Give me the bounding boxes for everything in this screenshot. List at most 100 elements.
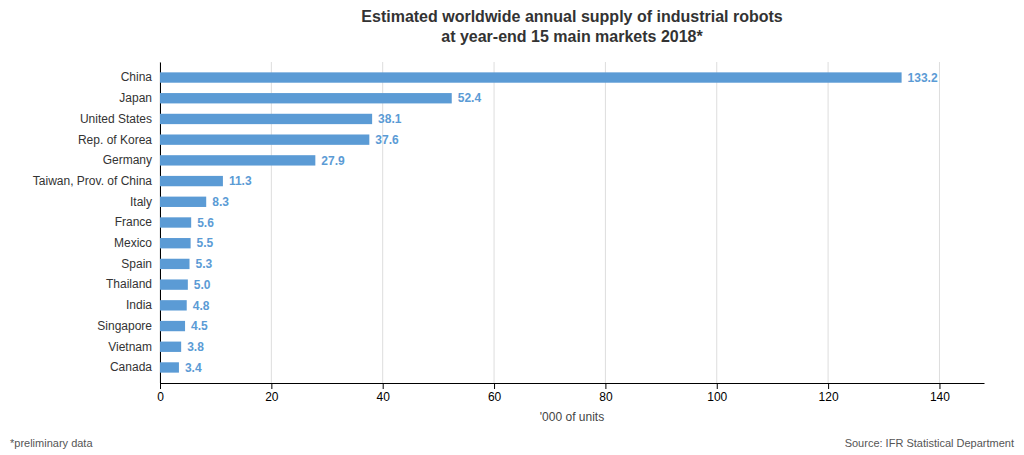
y-tick: Italy (130, 195, 160, 209)
y-tick: China (121, 70, 160, 84)
subtitle: at year-end 15 main markets 2018* (441, 28, 703, 45)
x-tick-mark (160, 383, 161, 389)
y-tick-label: Canada (110, 360, 152, 374)
data-label: 5.0 (194, 278, 211, 292)
grid-line (939, 62, 940, 383)
y-tick: United States (80, 112, 160, 126)
grid-line (605, 62, 606, 383)
data-label: 37.6 (375, 133, 399, 147)
data-label: 27.9 (321, 154, 345, 168)
data-label: 133.2 (908, 71, 938, 85)
x-tick-mark (605, 383, 606, 389)
y-tick: France (115, 215, 160, 229)
data-label: 5.5 (197, 236, 214, 250)
x-tick: 60 (488, 383, 502, 404)
bars-inner (160, 72, 902, 372)
x-tick-mark (383, 383, 384, 389)
y-tick-label: Vietnam (108, 340, 152, 354)
y-tick: Canada (110, 360, 160, 374)
y-tick: Mexico (114, 236, 160, 250)
x-tick-label: 100 (707, 390, 727, 404)
y-tick-label: France (115, 215, 153, 229)
y-tick: Vietnam (108, 340, 160, 354)
y-tick-label: China (121, 70, 153, 84)
bar (160, 259, 190, 269)
y-tick: Spain (121, 257, 160, 271)
grid-line (494, 62, 495, 383)
x-tick: 80 (599, 383, 613, 404)
x-tick-label: 20 (265, 390, 279, 404)
bar (160, 114, 372, 124)
y-tick-label: United States (80, 112, 152, 126)
data-label: 11.3 (229, 174, 252, 188)
data-label: 38.1 (378, 112, 402, 126)
bar (160, 72, 902, 82)
bar (160, 217, 191, 227)
data-label: 52.4 (458, 91, 482, 105)
x-tick-label: 60 (488, 390, 502, 404)
grid-line (382, 62, 383, 383)
y-tick: India (126, 298, 160, 312)
x-tick-mark (271, 383, 272, 389)
y-axis: China Japan United States Rep. of Korea Germ… (33, 63, 161, 384)
bar (160, 134, 369, 144)
x-tick-mark (939, 383, 940, 389)
data-label: 3.8 (187, 340, 204, 354)
plot: 133.2 52.4 38.1 37.6 27.9 11.38.3 5.6 5.5 5.3 5.0… (33, 62, 985, 404)
x-tick-label: 140 (930, 390, 950, 404)
title: Estimated worldwide annual supply of ind… (361, 8, 782, 25)
data-label: 4.8 (193, 299, 210, 313)
data-label: 5.3 (196, 257, 213, 271)
bar (160, 342, 181, 352)
y-tick-label: Spain (121, 257, 152, 271)
y-tick: Singapore (97, 319, 160, 333)
bar (160, 155, 315, 165)
x-tick: 140 (930, 383, 950, 404)
x-axis: 0 20 40 60 80 100 120 140 (157, 383, 984, 404)
x-tick: 20 (265, 383, 279, 404)
y-tick: Japan (119, 91, 160, 105)
bar (160, 197, 206, 207)
footnote: *preliminary data (10, 437, 93, 449)
x-tick: 120 (819, 383, 839, 404)
y-tick: Taiwan, Prov. of China (33, 174, 160, 188)
bar (160, 362, 179, 372)
bar (160, 238, 191, 248)
y-tick-label: Singapore (97, 319, 152, 333)
bar (160, 300, 187, 310)
x-tick-mark (828, 383, 829, 389)
bar (160, 279, 188, 289)
data-label: 4.5 (191, 319, 208, 333)
x-tick-label: 80 (599, 390, 613, 404)
bar (160, 93, 452, 103)
grid-line (828, 62, 829, 383)
x-tick: 0 (157, 383, 164, 404)
x-tick: 100 (707, 383, 727, 404)
x-tick-mark (494, 383, 495, 389)
x-tick-label: 120 (819, 390, 839, 404)
y-tick: Germany (103, 153, 160, 167)
grid-line (271, 62, 272, 383)
x-tick-label: 40 (377, 390, 391, 404)
x-tick-mark (717, 383, 718, 389)
data-label: 3.4 (185, 361, 202, 375)
x-tick: 40 (377, 383, 391, 404)
bar (160, 321, 185, 331)
bar (160, 176, 223, 186)
x-label: '000 of units (540, 410, 604, 424)
y-tick-label: Italy (130, 195, 152, 209)
y-tick-label: Germany (103, 153, 152, 167)
y-tick: Rep. of Korea (78, 133, 160, 147)
y-tick-label: Mexico (114, 236, 152, 250)
y-tick: Thailand (106, 277, 160, 291)
data-label: 5.6 (197, 216, 214, 230)
x-tick-label: 0 (157, 390, 164, 404)
x-axis-line (161, 383, 985, 384)
grid-line (716, 62, 717, 383)
y-tick-label: Japan (119, 91, 152, 105)
y-tick-label: Rep. of Korea (78, 133, 152, 147)
chart: 133.2 52.4 38.1 37.6 27.9 11.38.3 5.6 5.5 5.3 5.0… (0, 0, 1024, 455)
bars (160, 72, 902, 372)
data-label: 8.3 (212, 195, 229, 209)
footnote: Source: IFR Statistical Department (845, 437, 1014, 449)
